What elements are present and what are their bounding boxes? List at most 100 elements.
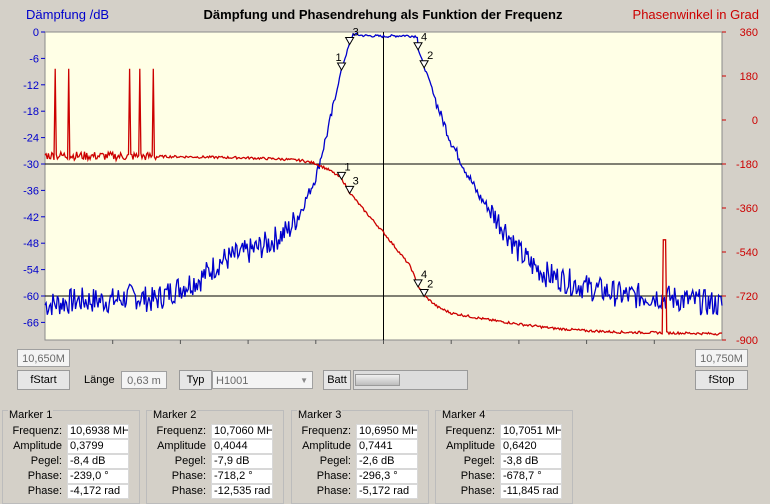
y-right-tick-label: -540 <box>736 247 758 259</box>
marker-triangle <box>336 171 347 181</box>
y-right-tick-label: 360 <box>740 27 758 39</box>
marker-1-amp-label: Amplitude <box>13 440 62 452</box>
marker-2-phase-rad-value: -12,535 rad <box>211 484 273 499</box>
marker-2-freq-value: 10,7060 MHz <box>211 424 273 439</box>
laenge-label: Länge <box>84 374 115 386</box>
marker-triangle <box>419 289 429 298</box>
marker-1-phase-rad-value: -4,172 rad <box>67 484 129 499</box>
marker-4-freq-value: 10,7051 MHz <box>500 424 562 439</box>
marker-3-phase-deg-value: -296,3 ° <box>356 469 418 484</box>
marker-4-phase-rad-value: -11,845 rad <box>500 484 562 499</box>
y-left-tick-label: 0 <box>33 27 39 39</box>
y-left-tick-label: -30 <box>23 159 39 171</box>
marker-3-phase-rad-label: Phase: <box>316 485 351 497</box>
marker-3-pegel-label: Pegel: <box>319 455 351 467</box>
marker-number-label: 3 <box>353 175 359 187</box>
marker-number-label: 3 <box>353 26 359 38</box>
laenge-field[interactable]: 0,63 m <box>121 371 167 389</box>
typ-label: Typ <box>179 370 212 390</box>
y-left-tick-label: -12 <box>23 80 39 92</box>
battery-bar-fill <box>355 374 401 386</box>
marker-2-pegel-value: -7,9 dB <box>211 454 273 469</box>
y-right-tick-label: -180 <box>736 159 758 171</box>
marker-3-amp-label: Amplitude <box>302 440 351 452</box>
y-left-tick-label: -24 <box>23 133 39 145</box>
marker-2-freq-label: Frequenz: <box>156 425 206 437</box>
chart-title: Dämpfung und Phasendrehung als Funktion … <box>204 7 563 22</box>
marker-3-freq-label: Frequenz: <box>301 425 351 437</box>
marker-4-pegel-label: Pegel: <box>463 455 495 467</box>
fstart-field[interactable]: 10,650M <box>17 349 70 367</box>
marker-4-pegel-value: -3,8 dB <box>500 454 562 469</box>
marker-number-label: 4 <box>421 269 427 281</box>
marker-3-pegel-value: -2,6 dB <box>356 454 418 469</box>
marker-1-amp-value: 0,3799 <box>67 439 129 454</box>
marker-2-amp-value: 0,4044 <box>211 439 273 454</box>
marker-2-pegel-label: Pegel: <box>174 455 206 467</box>
y-left-tick-label: -36 <box>23 185 39 197</box>
marker-number-label: 2 <box>427 50 433 62</box>
y-left-tick-label: -48 <box>23 238 39 250</box>
battery-bar <box>353 370 468 390</box>
marker-2-phase-deg-value: -718,2 ° <box>211 469 273 484</box>
marker-1-freq-label: Frequenz: <box>12 425 62 437</box>
y-right-tick-label: 180 <box>740 71 758 83</box>
marker-2-phase-deg-label: Phase: <box>171 470 206 482</box>
marker-2-phase-rad-label: Phase: <box>171 485 206 497</box>
marker-3-panel: Marker 3 Frequenz: 10,6950 MHz Amplitude… <box>291 409 429 504</box>
y-left-axis-label: Dämpfung /dB <box>26 7 109 22</box>
y-left-tick-label: -66 <box>23 317 39 329</box>
marker-1-freq-value: 10,6938 MHz <box>67 424 129 439</box>
marker-4-phase-rad-label: Phase: <box>460 485 495 497</box>
marker-4-amp-label: Amplitude <box>446 440 495 452</box>
marker-1-pegel-label: Pegel: <box>30 455 62 467</box>
marker-1-title: Marker 1 <box>8 409 54 421</box>
marker-3-phase-deg-label: Phase: <box>316 470 351 482</box>
y-right-tick-label: -900 <box>736 335 758 345</box>
y-left-tick-label: -6 <box>29 53 39 65</box>
marker-triangle <box>344 185 355 195</box>
marker-1-panel: Marker 1 Frequenz: 10,6938 MHz Amplitude… <box>2 409 140 504</box>
marker-3-phase-rad-value: -5,172 rad <box>356 484 418 499</box>
marker-triangle <box>413 279 423 288</box>
chevron-down-icon[interactable]: ▼ <box>300 376 308 385</box>
marker-number-label: 4 <box>421 32 427 44</box>
marker-1-phase-deg-value: -239,0 ° <box>67 469 129 484</box>
marker-1-pegel-value: -8,4 dB <box>67 454 129 469</box>
marker-4-phase-deg-label: Phase: <box>460 470 495 482</box>
batt-label: Batt <box>323 370 351 390</box>
y-left-tick-label: -60 <box>23 291 39 303</box>
marker-number-label: 2 <box>427 279 433 291</box>
marker-3-amp-value: 0,7441 <box>356 439 418 454</box>
y-left-tick-label: -54 <box>23 265 39 277</box>
marker-triangle <box>344 36 355 46</box>
phase-series-line <box>44 68 723 336</box>
marker-triangle <box>336 62 347 71</box>
marker-triangle <box>413 42 423 51</box>
marker-3-freq-value: 10,6950 MHz <box>356 424 418 439</box>
marker-1-phase-deg-label: Phase: <box>27 470 62 482</box>
fstop-button[interactable]: fStop <box>695 370 748 390</box>
marker-4-amp-value: 0,6420 <box>500 439 562 454</box>
marker-4-panel: Marker 4 Frequenz: 10,7051 MHz Amplitude… <box>435 409 573 504</box>
marker-4-freq-label: Frequenz: <box>445 425 495 437</box>
typ-select-value: H1001 <box>216 375 249 387</box>
marker-3-title: Marker 3 <box>297 409 343 421</box>
y-left-tick-label: -18 <box>23 106 39 118</box>
marker-4-phase-deg-value: -678,7 ° <box>500 469 562 484</box>
y-right-tick-label: 0 <box>752 115 758 127</box>
chart: Dämpfung und Phasendrehung als Funktion … <box>23 7 759 345</box>
marker-1-phase-rad-label: Phase: <box>27 485 62 497</box>
fstop-field[interactable]: 10,750M <box>695 349 748 367</box>
marker-4-title: Marker 4 <box>441 409 487 421</box>
y-right-tick-label: -360 <box>736 203 758 215</box>
marker-number-label: 1 <box>336 52 342 64</box>
y-right-tick-label: -720 <box>736 291 758 303</box>
y-left-tick-label: -42 <box>23 212 39 224</box>
marker-2-amp-label: Amplitude <box>157 440 206 452</box>
attenuation-series-line <box>44 32 723 316</box>
marker-2-panel: Marker 2 Frequenz: 10,7060 MHz Amplitude… <box>146 409 284 504</box>
marker-triangle <box>419 60 429 69</box>
typ-select[interactable]: H1001 ▼ <box>212 371 313 389</box>
fstart-button[interactable]: fStart <box>17 370 70 390</box>
